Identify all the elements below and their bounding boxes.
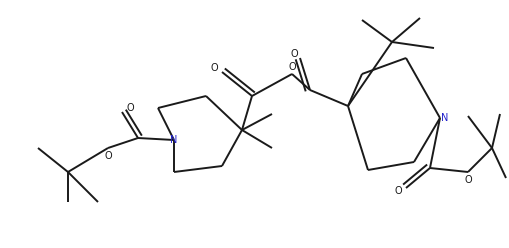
Text: O: O: [394, 186, 402, 196]
Text: O: O: [290, 49, 298, 59]
Text: O: O: [288, 62, 296, 72]
Text: N: N: [441, 113, 449, 123]
Text: O: O: [126, 103, 134, 113]
Text: O: O: [210, 63, 218, 73]
Text: O: O: [464, 175, 472, 185]
Text: N: N: [171, 135, 178, 145]
Text: O: O: [104, 151, 112, 161]
